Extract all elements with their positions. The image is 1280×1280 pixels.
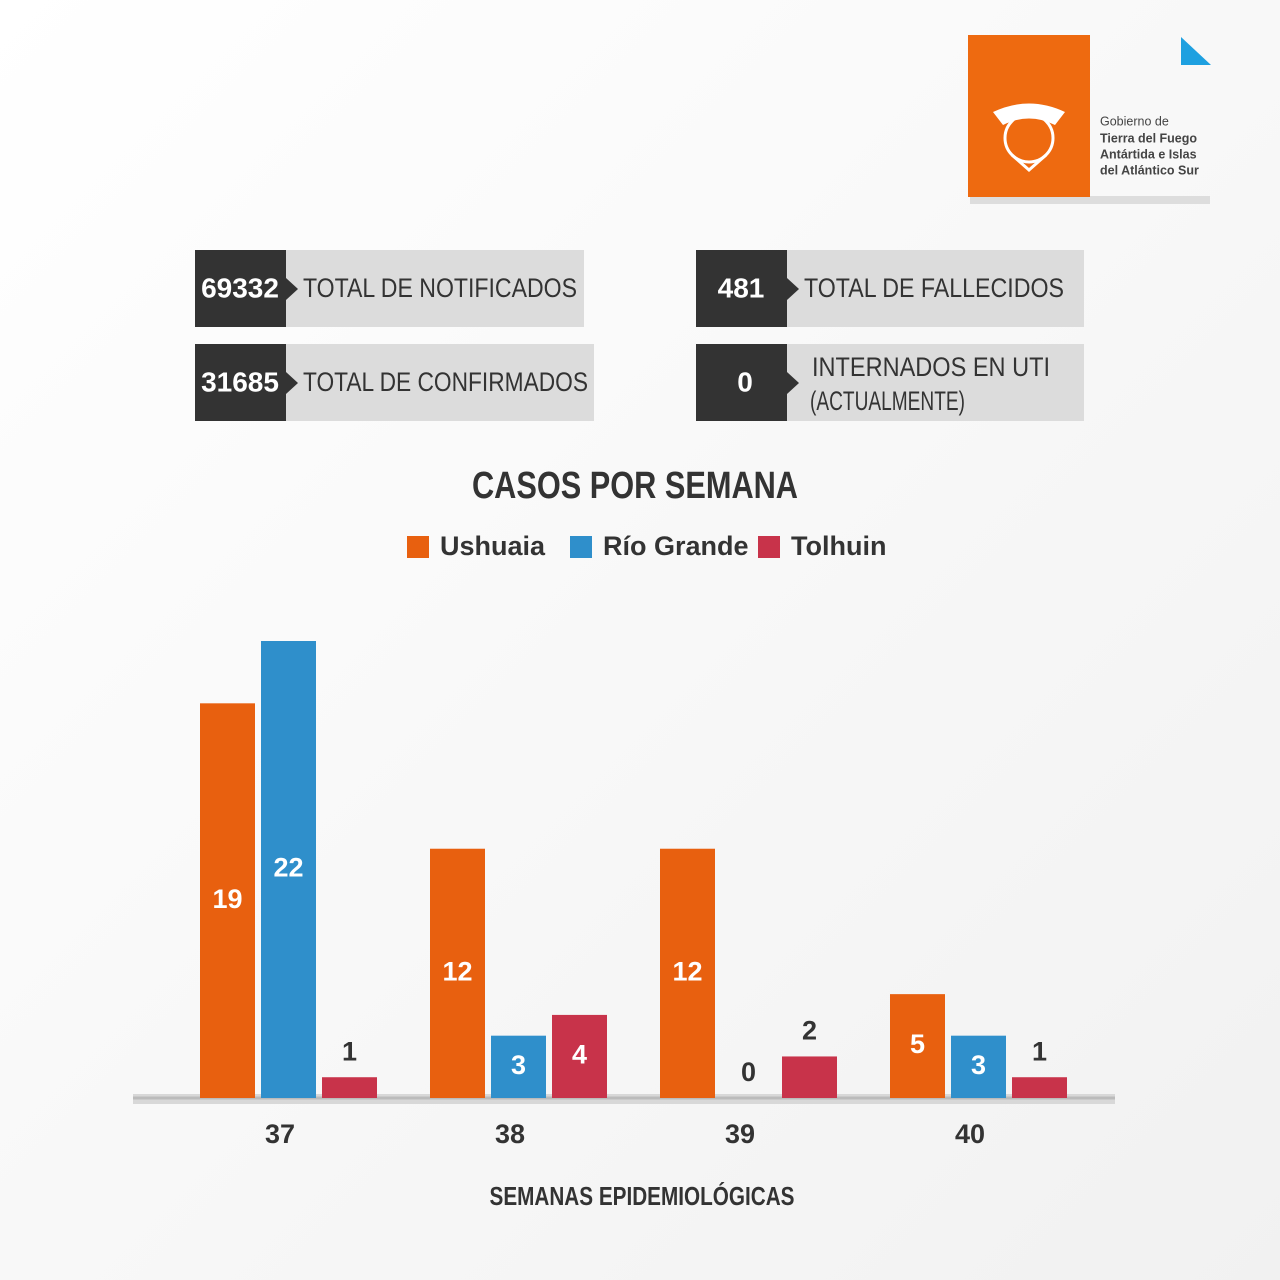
bar: [951, 1035, 1006, 1098]
logo: Gobierno de Tierra del Fuego Antártida e…: [968, 35, 1211, 204]
stat-value: 481: [718, 272, 765, 303]
data-label: 1: [1032, 1036, 1047, 1066]
stat-arrow: [286, 372, 298, 394]
logo-triangle: [1181, 37, 1211, 65]
stat-value: 31685: [201, 366, 279, 397]
data-label: 12: [442, 956, 472, 986]
data-label: 3: [971, 1050, 986, 1080]
x-tick-label: 39: [725, 1119, 755, 1149]
data-label: 3: [511, 1050, 526, 1080]
logo-emblem-wings: [993, 103, 1065, 125]
stat-arrow: [787, 372, 799, 394]
bar: [430, 848, 485, 1098]
bar: [491, 1035, 546, 1098]
stat-label: TOTAL DE CONFIRMADOS: [303, 367, 588, 397]
legend-swatch: [407, 536, 429, 558]
stat-value: 0: [737, 366, 753, 397]
data-label: 4: [572, 1040, 587, 1070]
x-tick-label: 37: [265, 1119, 295, 1149]
logo-shadow: [970, 196, 1210, 204]
stat-arrow: [787, 278, 799, 300]
data-label: 0: [741, 1057, 756, 1087]
x-axis-title: SEMANAS EPIDEMIOLÓGICAS: [490, 1181, 795, 1211]
logo-text: del Atlántico Sur: [1100, 163, 1199, 177]
x-tick-label: 40: [955, 1119, 985, 1149]
legend-label: Río Grande: [603, 531, 749, 561]
logo-emblem-base: [1011, 153, 1047, 173]
stat-box: 481 TOTAL DE FALLECIDOS: [696, 250, 1084, 327]
bar: [1012, 1077, 1067, 1098]
logo-text: Tierra del Fuego: [1100, 131, 1197, 145]
stat-note: (ACTUALMENTE): [810, 386, 965, 416]
logo-text: Gobierno de: [1100, 114, 1169, 128]
legend-label: Ushuaia: [440, 531, 546, 561]
bar: [660, 848, 715, 1098]
bar: [322, 1077, 377, 1098]
data-label: 12: [672, 956, 702, 986]
data-label: 19: [212, 884, 242, 914]
bar: [890, 994, 945, 1098]
legend-swatch: [570, 536, 592, 558]
stat-value-bg: [195, 250, 286, 327]
data-label: 2: [802, 1016, 817, 1046]
legend-label: Tolhuin: [791, 531, 886, 561]
stat-label: INTERNADOS EN UTI: [812, 352, 1050, 382]
stat-label: TOTAL DE FALLECIDOS: [804, 273, 1064, 303]
bar: [261, 641, 316, 1098]
stat-value: 69332: [201, 272, 279, 303]
data-label: 5: [910, 1029, 925, 1059]
legend-swatch: [758, 536, 780, 558]
stat-box: 69332 TOTAL DE NOTIFICADOS: [195, 250, 584, 327]
bar: [552, 1014, 607, 1098]
stat-value-bg: [696, 344, 787, 421]
stat-box: 31685 TOTAL DE CONFIRMADOS: [195, 344, 594, 421]
data-label: 1: [342, 1036, 357, 1066]
data-label: 22: [273, 853, 303, 883]
stat-value-bg: [696, 250, 787, 327]
bar: [200, 703, 255, 1098]
stat-box: 0 INTERNADOS EN UTI (ACTUALMENTE): [696, 344, 1084, 421]
x-tick-label: 38: [495, 1119, 525, 1149]
stat-label: TOTAL DE NOTIFICADOS: [303, 273, 577, 303]
chart-title: CASOS POR SEMANA: [472, 465, 798, 507]
stat-value-bg: [195, 344, 286, 421]
stat-arrow: [286, 278, 298, 300]
logo-text: Antártida e Islas: [1100, 147, 1197, 161]
bar: [782, 1056, 837, 1098]
